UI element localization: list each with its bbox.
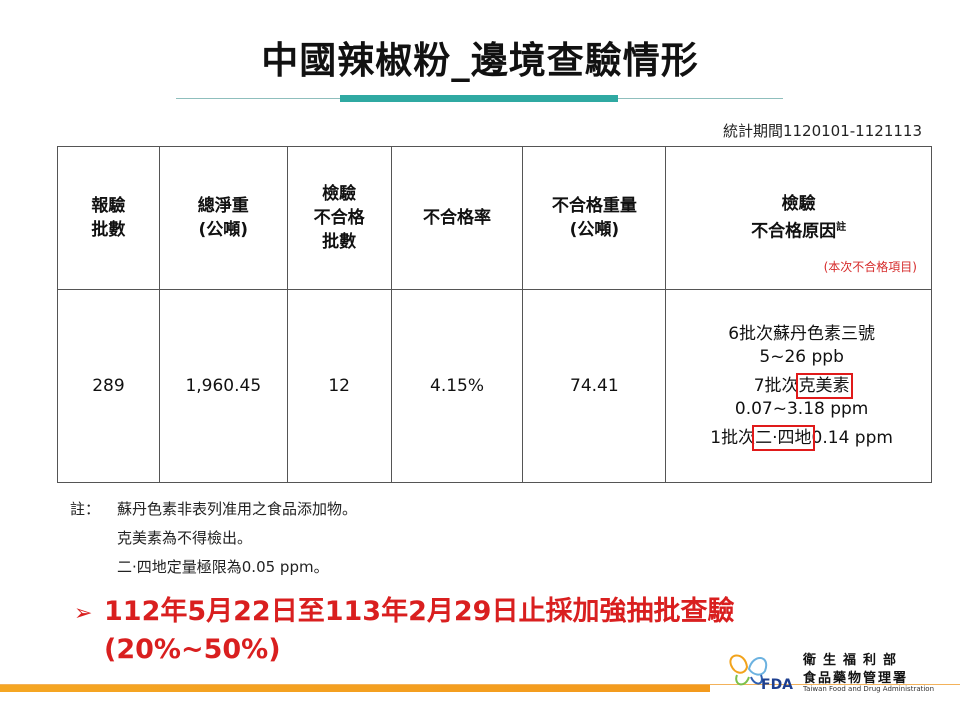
header-note: (本次不合格項目) — [823, 260, 917, 274]
statistics-period: 統計期間1120101-1121113 — [722, 122, 922, 140]
reason-item: 7批次克美素 0.07~3.18 ppm — [678, 372, 925, 421]
reason-text: 1批次 — [710, 427, 756, 448]
table-row: 289 1,960.45 12 4.15% 74.41 6批次蘇丹色素三號 5~… — [57, 289, 932, 483]
highlighted-substance: 二·四地 — [752, 424, 815, 451]
butterfly-logo-icon — [729, 654, 768, 686]
footnote-line: 二·四地定量極限為0.05 ppm。 — [117, 558, 329, 576]
cell-failed-batches: 12 — [286, 289, 392, 483]
header-failure-reason: 檢驗 不合格原因註 (本次不合格項目) — [665, 146, 932, 290]
header-net-weight: 總淨重 (公噸) — [158, 146, 288, 290]
reason-text: 6批次蘇丹色素三號 — [728, 323, 876, 344]
header-failed-batches: 檢驗 不合格 批數 — [286, 146, 392, 290]
ministry-name: 衛生福利部 — [803, 653, 904, 668]
fda-logo: FDA 衛生福利部 食品藥物管理署 Taiwan Food and Drug A… — [725, 645, 950, 700]
enhanced-inspection-notice: ➢ 112年5月22日至113年2月29日止採加強抽批查驗 (20%~50%) — [74, 594, 734, 668]
inspection-table: 報驗 批數 總淨重 (公噸) 檢驗 不合格 批數 不合格率 不合格重量 (公噸)… — [57, 146, 932, 483]
footer-orange-bar — [0, 684, 710, 692]
header-failure-reason-label: 檢驗 不合格原因 — [751, 194, 837, 242]
footnote-label: 註： — [70, 500, 101, 518]
agency-name: 食品藥物管理署 — [803, 671, 909, 686]
cell-net-weight: 1,960.45 — [158, 289, 288, 483]
title-accent-bar — [340, 95, 618, 102]
page-title: 中國辣椒粉_邊境查驗情形 — [261, 39, 699, 82]
header-failure-rate: 不合格率 — [390, 146, 524, 290]
cell-failed-weight: 74.41 — [522, 289, 667, 483]
notice-line2: (20%~50%) — [104, 634, 281, 665]
highlighted-substance: 克美素 — [795, 372, 853, 399]
footer-divider — [0, 684, 960, 685]
reason-range: 5~26 ppb — [759, 346, 844, 367]
notice-line1: 112年5月22日至113年2月29日止採加強抽批查驗 — [104, 596, 735, 627]
footnote-line: 蘇丹色素非表列准用之食品添加物。 — [117, 500, 358, 518]
footnotes: 註： 蘇丹色素非表列准用之食品添加物。 克美素為不得檢出。 二·四地定量極限為0.… — [70, 494, 357, 581]
reason-item: 1批次二·四地0.14 ppm — [678, 424, 925, 451]
reason-text: 7批次 — [753, 375, 799, 396]
cell-failure-reasons: 6批次蘇丹色素三號 5~26 ppb 7批次克美素 0.07~3.18 ppm … — [665, 289, 932, 483]
cell-failure-rate: 4.15% — [390, 289, 524, 483]
fda-abbr: FDA — [761, 677, 794, 693]
reason-range: 0.07~3.18 ppm — [734, 398, 869, 419]
header-failed-weight: 不合格重量 (公噸) — [522, 146, 667, 290]
cell-batches: 289 — [57, 289, 160, 483]
reason-range: 0.14 ppm — [811, 427, 893, 448]
footnote-mark: 註 — [836, 222, 847, 234]
arrow-bullet-icon: ➢ — [74, 601, 93, 626]
reason-item: 6批次蘇丹色素三號 5~26 ppb — [678, 323, 925, 369]
header-batches: 報驗 批數 — [57, 146, 160, 290]
footnote-line: 克美素為不得檢出。 — [117, 529, 253, 547]
agency-english-name: Taiwan Food and Drug Administration — [803, 685, 935, 693]
